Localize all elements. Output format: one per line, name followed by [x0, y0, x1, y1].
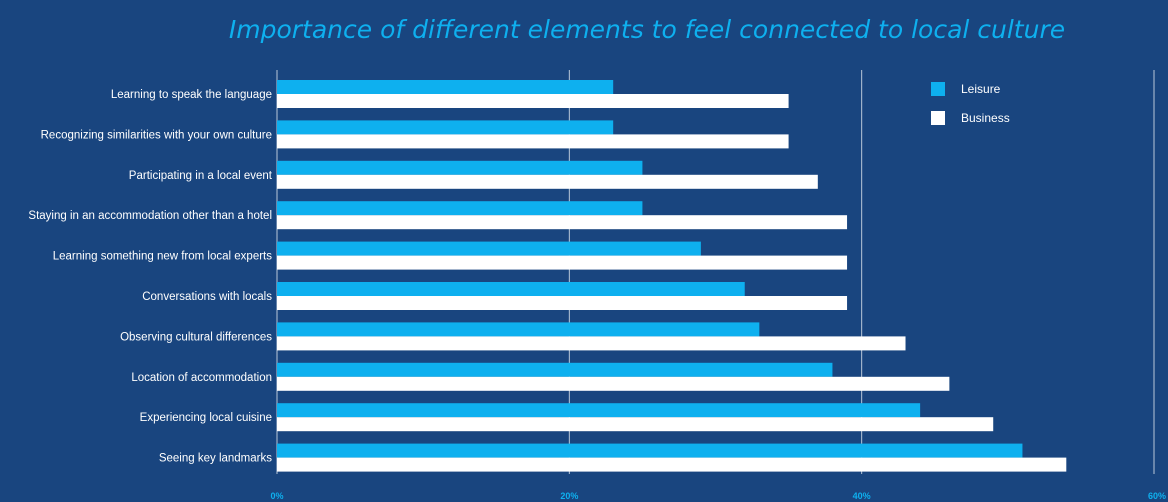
category-labels: Learning to speak the language Recognizin…: [28, 89, 272, 465]
bar-leisure: [277, 403, 921, 418]
x-tick-label: 0%: [270, 491, 283, 501]
bar-business: [277, 94, 789, 108]
category-label: Observing cultural differences: [120, 331, 272, 343]
x-tick-label: 40%: [853, 491, 871, 501]
bar-leisure: [277, 241, 701, 256]
legend-swatch-business: [931, 111, 945, 125]
category-label: Staying in an accommodation other than a…: [28, 210, 272, 222]
chart-title: Importance of different elements to feel…: [229, 15, 1065, 44]
bar-leisure: [277, 120, 614, 135]
category-label: Location of accommodation: [131, 372, 272, 384]
category-label: Learning to speak the language: [111, 89, 272, 101]
category-label: Learning something new from local expert…: [53, 251, 273, 263]
category-label: Participating in a local event: [129, 170, 273, 182]
category-label: Conversations with locals: [142, 291, 272, 303]
bar-business: [277, 376, 950, 391]
bar-business: [277, 417, 994, 432]
bar-leisure: [277, 443, 1023, 458]
bar-leisure: [277, 80, 614, 94]
legend-swatch-leisure: [931, 82, 945, 96]
bar-business: [277, 255, 848, 270]
bar-business: [277, 174, 818, 189]
category-label: Seeing key landmarks: [159, 453, 272, 465]
bar-leisure: [277, 282, 745, 296]
bar-business: [277, 336, 906, 351]
bars: [277, 80, 1067, 472]
bar-leisure: [277, 160, 643, 175]
x-tick-label: 60%: [1148, 491, 1166, 501]
bar-leisure: [277, 201, 643, 216]
bar-business: [277, 296, 848, 310]
bar-business: [277, 457, 1067, 472]
legend-label-business: Business: [961, 111, 1010, 125]
x-axis-ticks: 0% 20% 40% 60%: [270, 491, 1166, 501]
category-label: Experiencing local cuisine: [140, 412, 272, 424]
x-tick-label: 20%: [560, 491, 578, 501]
category-label: Recognizing similarities with your own c…: [41, 129, 272, 141]
legend: Leisure Business: [931, 82, 1010, 125]
legend-label-leisure: Leisure: [961, 82, 1001, 96]
bar-business: [277, 215, 848, 230]
bar-leisure: [277, 362, 833, 377]
bar-business: [277, 134, 789, 149]
bar-leisure: [277, 322, 760, 337]
